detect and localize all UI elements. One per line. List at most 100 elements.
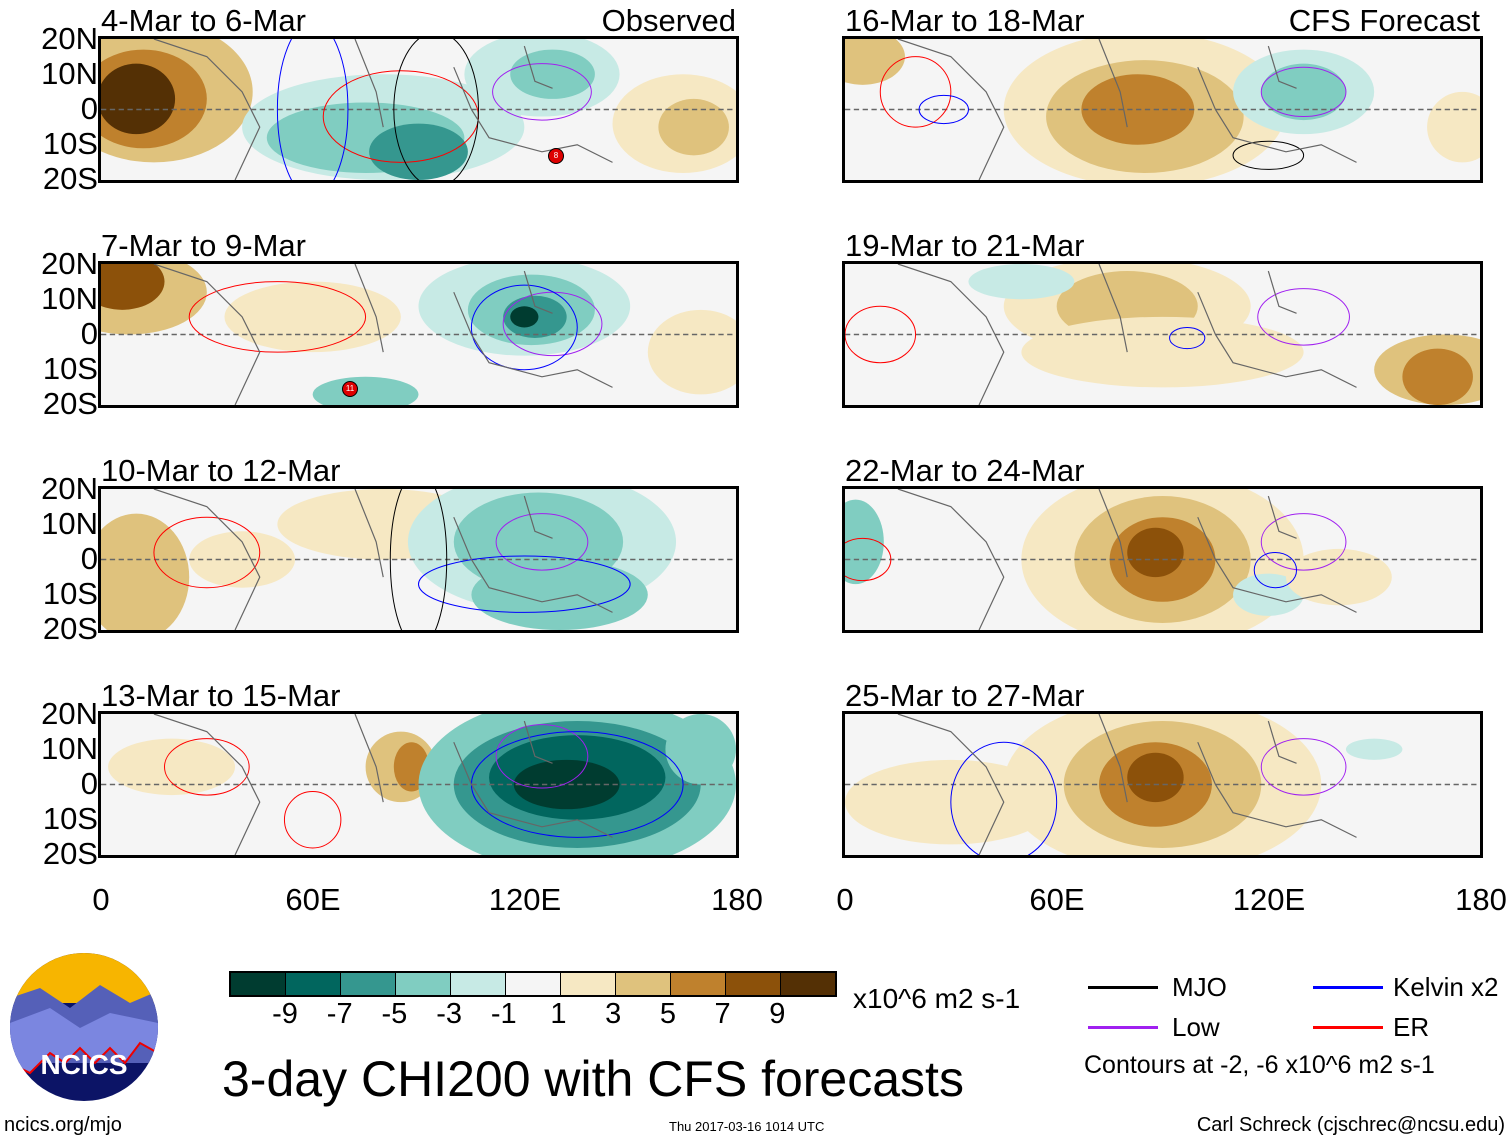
coastline <box>154 714 613 855</box>
coastline <box>898 39 1357 180</box>
footer-timestamp: Thu 2017-03-16 1014 UTC <box>669 1119 825 1134</box>
contour-note: Contours at -2, -6 x10^6 m2 s-1 <box>1084 1051 1435 1079</box>
coastline <box>154 264 613 405</box>
wave-contour <box>165 739 250 795</box>
y-tick-label: 10S <box>42 576 98 611</box>
coastline <box>154 39 613 180</box>
legend-kelvin-line <box>1313 986 1383 989</box>
wave-contour <box>845 306 916 362</box>
anomaly-map <box>845 39 1480 180</box>
anomaly-shading <box>1285 548 1392 606</box>
colorbar-label: 1 <box>550 998 567 1030</box>
map-panel <box>842 261 1483 408</box>
legend-low-line <box>1088 1026 1158 1029</box>
colorbar-swatch <box>231 973 286 995</box>
wave-contour <box>284 792 340 848</box>
anomaly-shading <box>1233 573 1304 616</box>
anomaly-shading <box>101 63 176 135</box>
colorbar-label: -1 <box>490 998 517 1030</box>
x-tick-label: 120E <box>1232 882 1306 917</box>
wave-contour <box>493 64 592 120</box>
anomaly-map <box>845 264 1480 405</box>
wave-contour <box>951 742 1057 855</box>
panel-title: 7-Mar to 9-Mar <box>101 228 306 263</box>
colorbar-swatch <box>561 973 616 995</box>
colorbar-label: -7 <box>326 998 353 1030</box>
anomaly-shading <box>513 759 620 810</box>
y-tick-label: 20N <box>41 246 98 281</box>
wave-contour <box>471 285 577 370</box>
anomaly-shading <box>369 123 468 180</box>
wave-contour <box>1258 289 1350 345</box>
colorbar <box>229 971 837 997</box>
logo-text: NCICS <box>40 1049 128 1080</box>
anomaly-shading <box>1127 527 1184 578</box>
y-tick-label: 10S <box>42 801 98 836</box>
anomaly-shading <box>647 309 736 395</box>
coastline <box>898 264 1357 405</box>
y-tick-label: 20S <box>42 836 98 871</box>
legend-er: ER <box>1393 1012 1430 1042</box>
anomaly-shading <box>510 306 539 328</box>
colorbar-label: 7 <box>714 998 731 1030</box>
anomaly-shading <box>665 714 736 785</box>
y-tick-label: 10S <box>42 351 98 386</box>
map-panel <box>98 711 739 858</box>
anomaly-shading <box>101 513 190 630</box>
colorbar-label: -9 <box>272 998 298 1030</box>
panel-label: Observed <box>601 3 736 38</box>
map-panel <box>842 711 1483 858</box>
y-tick-label: 10N <box>41 281 98 316</box>
anomaly-shading <box>968 264 1075 300</box>
colorbar-swatch <box>341 973 396 995</box>
wave-contour <box>1261 514 1346 570</box>
y-tick-label: 20S <box>42 386 98 421</box>
wave-contour <box>419 556 631 612</box>
map-panel <box>98 36 739 183</box>
anomaly-shading <box>108 738 236 796</box>
colorbar-label: -3 <box>436 998 462 1030</box>
colorbar-units: x10^6 m2 s-1 <box>853 983 1021 1014</box>
anomaly-shading <box>1402 348 1473 405</box>
anomaly-shading <box>312 376 419 405</box>
wave-contour <box>189 282 365 353</box>
colorbar-label: -5 <box>381 998 408 1030</box>
colorbar-swatch <box>616 973 671 995</box>
panel-title: 16-Mar to 18-Mar <box>845 3 1085 38</box>
wave-contour <box>1170 327 1205 348</box>
y-tick-label: 20N <box>41 21 98 56</box>
anomaly-shading <box>471 559 648 630</box>
panel-title: 10-Mar to 12-Mar <box>101 453 341 488</box>
y-tick-label: 10N <box>41 731 98 766</box>
wave-contour <box>277 39 348 180</box>
y-tick-label: 0 <box>80 316 98 351</box>
footer-url[interactable]: ncics.org/mjo <box>4 1114 122 1136</box>
wave-contour <box>496 514 588 570</box>
x-tick-label: 180 <box>1455 882 1507 917</box>
y-tick-label: 0 <box>80 766 98 801</box>
anomaly-shading <box>1127 752 1184 803</box>
y-tick-label: 10S <box>42 126 98 161</box>
wave-contour <box>919 95 968 123</box>
map-panel <box>98 261 739 408</box>
wave-contour <box>880 57 951 128</box>
legend-mjo-line <box>1088 986 1158 989</box>
wave-contour <box>154 517 260 588</box>
x-tick-label: 180 <box>711 882 763 917</box>
colorbar-swatch <box>286 973 341 995</box>
wave-contour <box>845 538 891 580</box>
x-tick-label: 60E <box>285 882 341 917</box>
wave-contour <box>1233 141 1304 169</box>
panel-title: 22-Mar to 24-Mar <box>845 453 1085 488</box>
footer-author: Carl Schreck (cjschrec@ncsu.edu) <box>1196 1114 1505 1136</box>
panel-title: 25-Mar to 27-Mar <box>845 678 1085 713</box>
anomaly-shading <box>510 49 595 99</box>
colorbar-label: 9 <box>769 998 786 1030</box>
colorbar-swatch <box>506 973 561 995</box>
anomaly-map <box>101 714 736 855</box>
legend-er-line <box>1313 1026 1383 1029</box>
map-panel <box>842 36 1483 183</box>
anomaly-shading <box>1427 91 1480 163</box>
y-tick-label: 0 <box>80 541 98 576</box>
figure-title: 3-day CHI200 with CFS forecasts <box>222 1051 964 1107</box>
